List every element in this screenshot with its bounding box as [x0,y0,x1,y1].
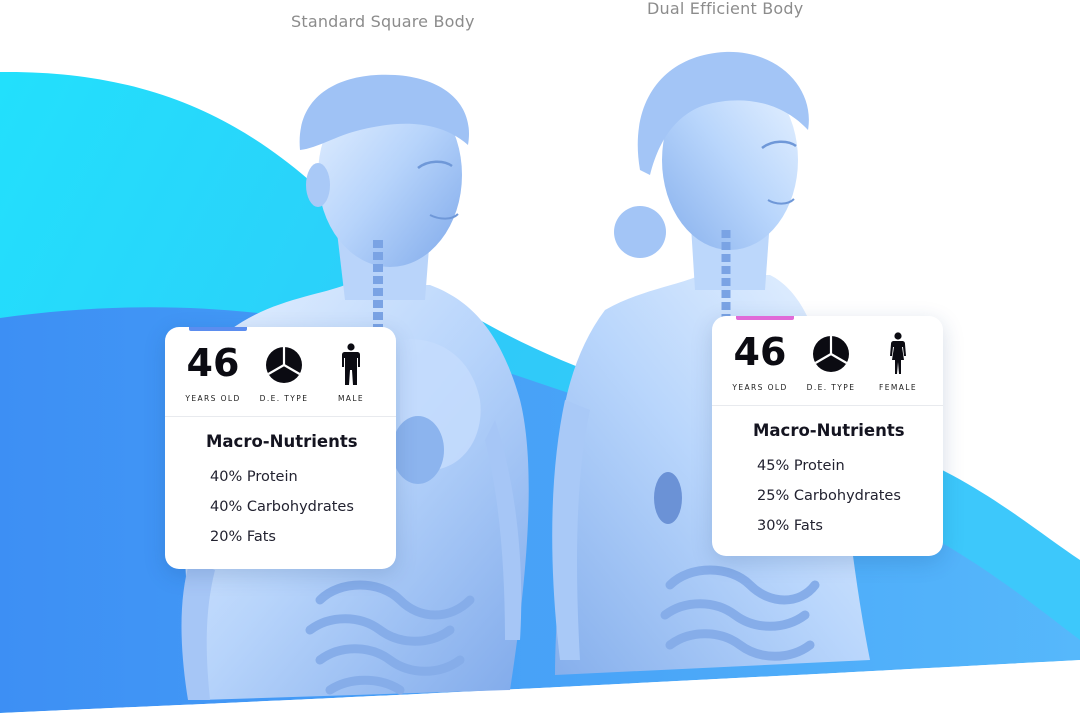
macro-item-protein: 40% Protein [210,469,298,485]
gender-label: MALE [337,394,365,403]
gender-stat: MALE [315,343,387,403]
pie-chart-icon [266,347,302,383]
card-accent-bar [736,316,794,320]
macro-item-carbohydrates: 40% Carbohydrates [210,499,354,515]
age-stat: 46 YEARS OLD [722,330,798,392]
macro-nutrients-list: 40% Protein 40% Carbohydrates 20% Fats [210,466,354,556]
macro-item-fats: 30% Fats [757,518,823,534]
age-label: YEARS OLD [732,383,788,392]
macro-nutrients-title: Macro-Nutrients [753,421,905,440]
pie-chart-icon [813,336,849,372]
gender-stat: FEMALE [862,332,934,392]
male-profile-card: 46 YEARS OLD D.E. TYPE MALE Ma [165,327,396,569]
card-accent-bar [189,327,247,331]
macro-item-protein: 45% Protein [757,458,845,474]
de-type-stat: D.E. TYPE [796,332,866,392]
stats-row: 46 YEARS OLD D.E. TYPE MALE [165,327,396,417]
de-type-label: D.E. TYPE [259,394,309,403]
female-profile-card: 46 YEARS OLD D.E. TYPE FEMALE [712,316,943,556]
gender-label: FEMALE [879,383,917,392]
de-type-stat: D.E. TYPE [249,343,319,403]
macro-item-fats: 20% Fats [210,529,276,545]
stats-row: 46 YEARS OLD D.E. TYPE FEMALE [712,316,943,406]
age-value: 46 [186,341,240,385]
figure-title-dual-efficient-body: Dual Efficient Body [647,0,804,18]
macro-item-carbohydrates: 25% Carbohydrates [757,488,901,504]
age-label: YEARS OLD [185,394,241,403]
age-value: 46 [733,330,787,374]
macro-nutrients-list: 45% Protein 25% Carbohydrates 30% Fats [757,455,901,545]
female-body-icon [890,332,906,374]
de-type-label: D.E. TYPE [806,383,856,392]
macro-nutrients-title: Macro-Nutrients [206,432,358,451]
age-stat: 46 YEARS OLD [175,341,251,403]
male-body-icon [342,343,360,385]
bottom-white-edge [0,660,1080,713]
figure-title-standard-square-body: Standard Square Body [291,12,475,31]
